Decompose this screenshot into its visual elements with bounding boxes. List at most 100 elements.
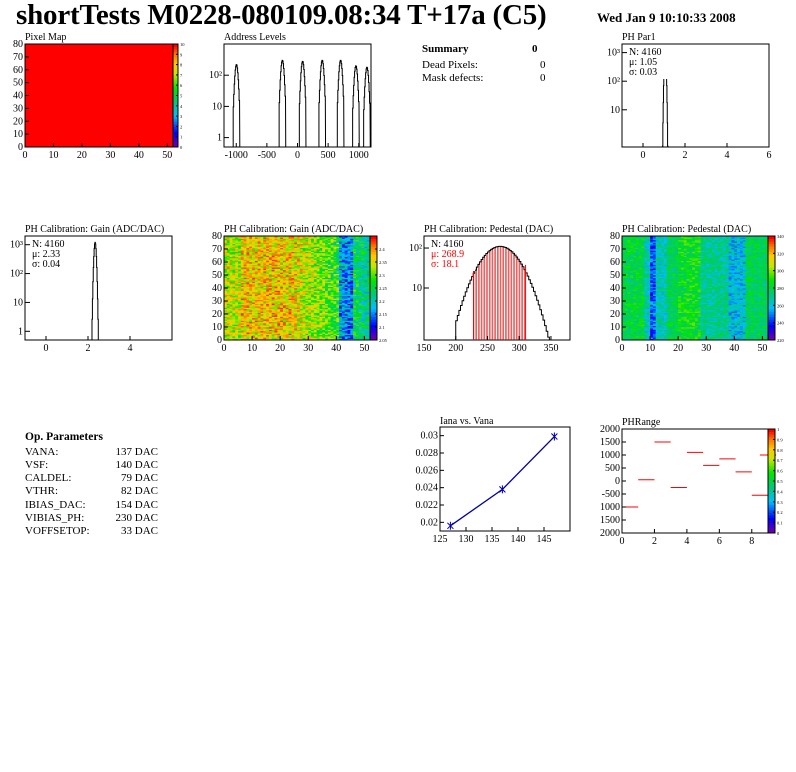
heatmap-cell	[624, 278, 628, 281]
heatmap-cell	[294, 282, 298, 285]
heatmap-cell	[319, 294, 323, 297]
heatmap-cell	[327, 299, 331, 302]
heatmap-cell	[355, 260, 360, 263]
heatmap-cell	[319, 288, 323, 290]
heatmap-cell	[294, 334, 298, 337]
heatmap-cell	[367, 307, 371, 310]
heatmap-cell	[243, 310, 247, 312]
heatmap-cell	[633, 242, 637, 245]
heatmap-cell	[361, 251, 365, 254]
heatmap-cell	[243, 251, 247, 254]
heatmap-cell	[277, 323, 281, 325]
heatmap-cell	[285, 291, 289, 294]
heatmap-cell	[633, 319, 637, 321]
heatmap-cell	[305, 255, 309, 258]
heatmap-cell	[313, 320, 317, 323]
heatmap-cell	[327, 265, 331, 268]
heatmap-cell	[353, 336, 357, 338]
heatmap-cell	[355, 243, 360, 246]
heatmap-cell	[327, 319, 331, 321]
heatmap-cell	[294, 281, 298, 284]
heatmap-cell	[238, 269, 242, 272]
heatmap-cell	[243, 306, 247, 308]
chart-title: PH Calibration: Gain (ADC/DAC)	[25, 224, 164, 235]
heatmap-cell	[333, 312, 337, 315]
heatmap-cell	[630, 260, 634, 263]
heatmap-cell	[232, 333, 236, 336]
heatmap-cell	[260, 273, 264, 276]
heatmap-cell	[282, 256, 287, 259]
heatmap-cell	[322, 286, 326, 289]
heatmap-cell	[268, 250, 273, 252]
heatmap-cell	[240, 323, 244, 325]
heatmap-cell	[330, 299, 334, 302]
heatmap-cell	[226, 249, 230, 251]
heatmap-cell	[246, 289, 250, 291]
heatmap-cell	[353, 242, 357, 245]
heatmap-cell	[327, 286, 331, 289]
heatmap-cell	[249, 273, 253, 276]
heatmap-cell	[353, 286, 357, 289]
heatmap-cell	[232, 273, 236, 276]
heatmap-cell	[282, 320, 287, 323]
heatmap-cell	[322, 259, 326, 261]
heatmap-cell	[252, 317, 256, 320]
heatmap-cell	[291, 288, 295, 290]
heatmap-cell	[308, 316, 312, 319]
heatmap-cell	[243, 301, 247, 303]
heatmap-cell	[254, 249, 258, 251]
heatmap-cell	[344, 246, 348, 248]
heatmap-cell	[622, 314, 626, 316]
heatmap-cell	[344, 289, 348, 291]
heatmap-cell	[347, 272, 351, 274]
heatmap-cell	[274, 327, 278, 329]
heatmap-cell	[350, 250, 354, 252]
heatmap-cell	[249, 276, 253, 278]
y-tick-label: 30	[212, 296, 222, 307]
heatmap-cell	[291, 290, 295, 293]
heatmap-cell	[285, 276, 289, 278]
heatmap-cell	[285, 251, 289, 254]
heatmap-cell	[302, 249, 306, 251]
heatmap-cell	[305, 297, 309, 299]
heatmap-cell	[622, 302, 626, 304]
heatmap-cell	[252, 282, 256, 285]
heatmap-cell	[246, 311, 250, 313]
heatmap-cell	[364, 237, 368, 239]
heatmap-cell	[240, 249, 244, 251]
heatmap-cell	[302, 324, 306, 326]
heatmap-cell	[282, 258, 287, 260]
heatmap-cell	[282, 268, 287, 271]
heatmap-cell	[254, 291, 258, 294]
heatmap-cell	[226, 278, 230, 281]
param-label: IBIAS_DAC:	[25, 499, 86, 511]
heatmap-cell	[353, 328, 357, 330]
heatmap-cell	[268, 241, 273, 243]
heatmap-cell	[330, 288, 334, 290]
heatmap-cell	[257, 247, 261, 250]
heatmap-cell	[229, 295, 233, 298]
heatmap-cell	[232, 304, 236, 307]
heatmap-cell	[229, 265, 233, 268]
heatmap-cell	[325, 277, 329, 280]
heatmap-cell	[364, 325, 368, 328]
color-scale-band	[173, 90, 178, 94]
heatmap-cell	[361, 284, 365, 286]
heatmap-cell	[268, 288, 273, 290]
heatmap-cell	[350, 245, 354, 247]
heatmap-cell	[624, 319, 628, 321]
heatmap-cell	[238, 295, 242, 298]
heatmap-cell	[355, 301, 360, 303]
heatmap-cell	[636, 259, 640, 261]
heatmap-cell	[624, 285, 628, 287]
heatmap-cell	[280, 263, 284, 265]
heatmap-cell	[350, 314, 354, 316]
heatmap-cell	[322, 323, 326, 325]
heatmap-cell	[325, 273, 329, 276]
heatmap-cell	[246, 320, 250, 323]
heatmap-cell	[302, 245, 306, 247]
heatmap-cell	[336, 256, 340, 259]
heatmap-cell	[229, 314, 233, 316]
heatmap-cell	[252, 311, 256, 313]
heatmap-cell	[319, 263, 323, 265]
